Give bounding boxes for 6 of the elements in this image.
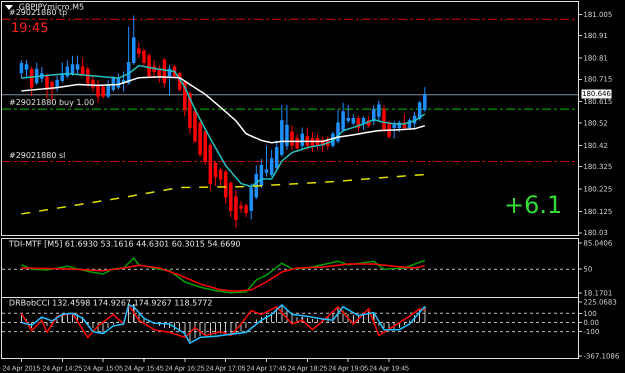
ref-line-label: #29021880 sl (9, 151, 66, 160)
ref-line-label: #29021880 buy 1.00 (9, 98, 94, 107)
chart-title: TDI-MTF [M5] 61.6930 53.1616 44.6301 60.3015 54.6690 (8, 240, 241, 249)
annotation: +6.1 (504, 191, 562, 219)
chart-title: DRBobCCI 132.4598 174.9267 174.9267 118.5772 (8, 298, 212, 308)
annotation: 19:45 (11, 21, 48, 36)
